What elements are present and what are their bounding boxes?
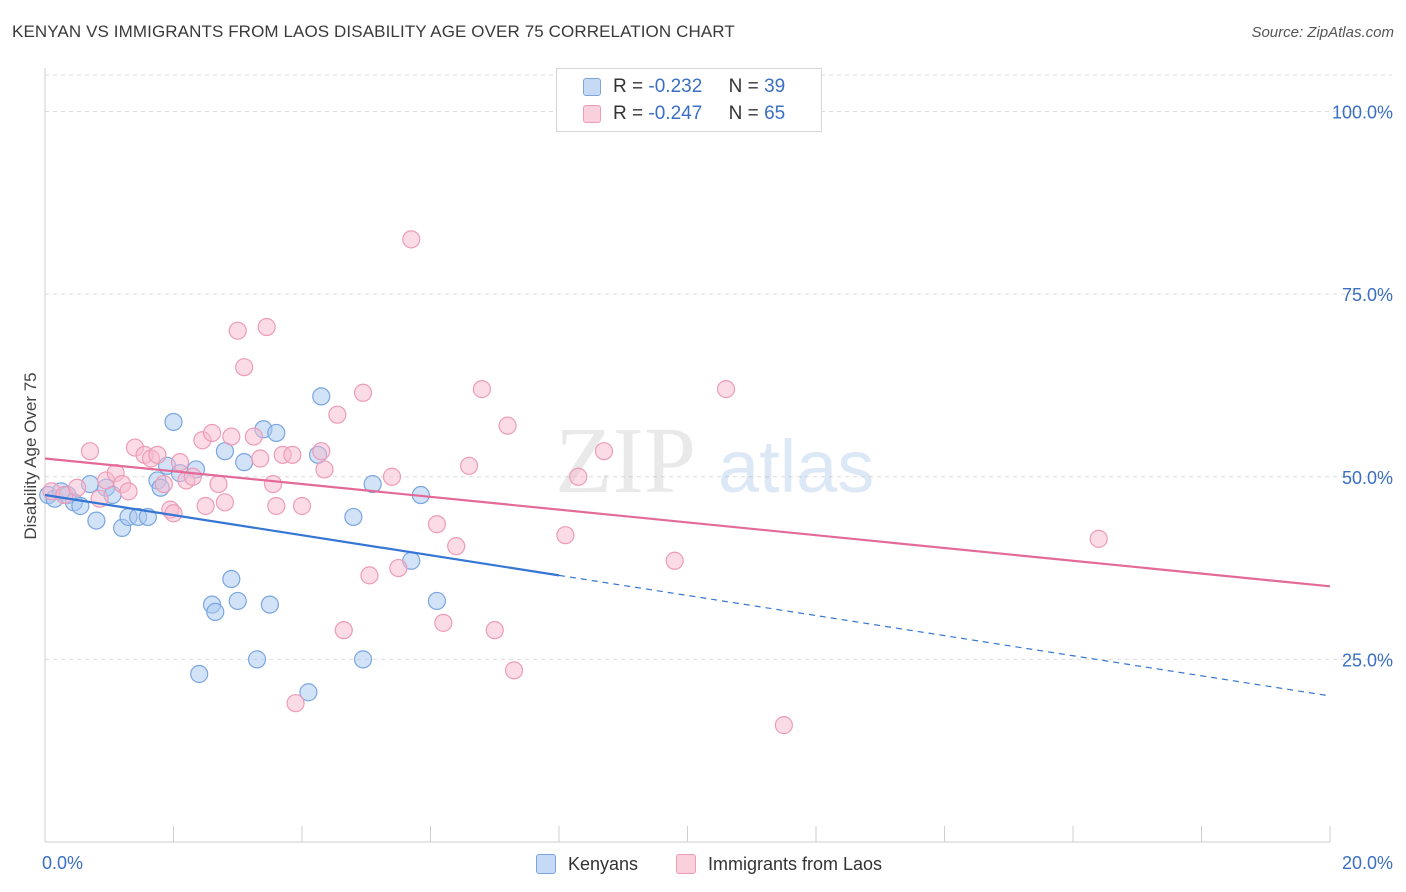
- point-laos: [183, 467, 202, 486]
- point-laos: [389, 558, 408, 578]
- point-laos: [382, 467, 402, 486]
- point-laos: [251, 449, 270, 468]
- point-kenyans: [222, 569, 241, 589]
- point-kenyans: [267, 423, 286, 443]
- trend-laos: [44, 457, 1331, 588]
- watermark-zip: ZIP: [555, 409, 696, 513]
- point-laos: [235, 358, 254, 377]
- point-kenyans: [363, 474, 382, 494]
- legend-r-label: R =: [613, 103, 644, 124]
- point-laos: [360, 566, 379, 585]
- point-laos: [170, 453, 190, 472]
- y-axis-label: Disability Age Over 75: [21, 372, 40, 539]
- y-tick-label: 75.0%: [1342, 285, 1393, 305]
- legend-r-label: R =: [613, 76, 644, 97]
- point-laos: [459, 456, 479, 475]
- y-tick-label: 25.0%: [1342, 650, 1393, 670]
- point-laos: [68, 478, 87, 497]
- point-laos: [292, 496, 312, 516]
- point-laos: [472, 380, 491, 399]
- point-kenyans: [228, 591, 247, 611]
- point-laos: [774, 716, 793, 735]
- point-kenyans: [87, 511, 106, 530]
- point-laos: [148, 445, 167, 464]
- trend-kenyans-extension: [558, 574, 1331, 697]
- point-laos: [154, 474, 173, 494]
- point-laos: [196, 496, 215, 516]
- point-laos: [594, 442, 614, 461]
- point-kenyans: [312, 387, 331, 406]
- point-laos: [665, 551, 684, 570]
- trend-kenyans: [44, 493, 560, 577]
- bottom-legend-label-kenyans: Kenyans: [568, 854, 639, 874]
- point-laos: [283, 445, 302, 464]
- axes: [44, 68, 1331, 843]
- point-kenyans: [260, 595, 279, 614]
- point-laos: [556, 526, 575, 545]
- point-laos: [447, 537, 466, 556]
- point-laos: [202, 423, 222, 443]
- point-kenyans: [206, 602, 225, 622]
- bottom-legend-label-laos: Immigrants from Laos: [708, 854, 883, 874]
- correlation-legend: R = -0.232 N = 39 R = -0.247 N = 65: [556, 68, 822, 132]
- point-laos: [716, 380, 736, 399]
- point-kenyans: [353, 650, 373, 669]
- point-laos: [328, 405, 347, 424]
- point-kenyans: [164, 412, 183, 432]
- point-laos: [267, 496, 286, 516]
- point-laos: [222, 427, 241, 446]
- point-kenyans: [235, 453, 254, 472]
- point-laos: [485, 621, 504, 640]
- y-tick-label: 100.0%: [1332, 103, 1393, 123]
- point-laos: [312, 442, 331, 461]
- point-kenyans: [344, 507, 363, 527]
- point-laos: [315, 460, 334, 479]
- source-label: Source: ZipAtlas.com: [1251, 24, 1394, 41]
- legend-n-label: N =: [728, 103, 759, 124]
- point-laos: [334, 621, 353, 640]
- x-tick-label: 0.0%: [42, 853, 83, 873]
- point-laos: [434, 613, 453, 632]
- tick-labels: 25.0% 50.0% 75.0% 100.0% 0.0% 20.0%: [42, 103, 1393, 873]
- x-tick-label: 20.0%: [1342, 853, 1393, 873]
- chart-title: KENYAN VS IMMIGRANTS FROM LAOS DISABILIT…: [12, 22, 735, 41]
- y-tick-label: 50.0%: [1342, 468, 1393, 488]
- point-laos: [402, 230, 421, 249]
- point-kenyans: [247, 650, 267, 669]
- point-kenyans: [299, 683, 318, 702]
- legend-r-value: -0.247: [648, 103, 703, 124]
- point-laos: [427, 515, 447, 534]
- point-laos: [1089, 529, 1108, 548]
- watermark-atlas: atlas: [718, 425, 874, 508]
- point-laos: [286, 694, 305, 713]
- point-kenyans: [190, 664, 209, 684]
- data-points: [39, 230, 1108, 735]
- point-laos: [209, 474, 228, 494]
- legend-swatch-laos: [583, 105, 601, 123]
- legend-n-value: 39: [764, 76, 786, 97]
- legend-n-label: N =: [728, 76, 759, 97]
- point-laos: [569, 467, 588, 486]
- point-laos: [353, 383, 373, 402]
- bottom-legend-laos: Immigrants from Laos: [676, 852, 916, 876]
- point-laos: [80, 442, 100, 461]
- trend-lines: [44, 457, 1331, 697]
- bottom-legend-swatch-kenyans: [536, 854, 556, 874]
- bottom-legend-kenyans: Kenyans: [536, 852, 666, 876]
- legend-r-value: -0.232: [648, 76, 703, 97]
- bottom-legend-swatch-laos: [676, 854, 696, 874]
- legend-n-value: 65: [764, 103, 786, 124]
- point-kenyans: [427, 591, 447, 611]
- point-laos: [504, 661, 524, 680]
- point-laos: [119, 482, 138, 501]
- point-laos: [263, 474, 283, 494]
- point-laos: [244, 427, 263, 446]
- point-laos: [228, 321, 247, 340]
- point-laos: [498, 416, 517, 435]
- point-laos: [215, 493, 234, 512]
- watermark: ZIP atlas: [555, 409, 874, 513]
- point-laos: [257, 317, 276, 337]
- legend-swatch-kenyans: [583, 78, 601, 96]
